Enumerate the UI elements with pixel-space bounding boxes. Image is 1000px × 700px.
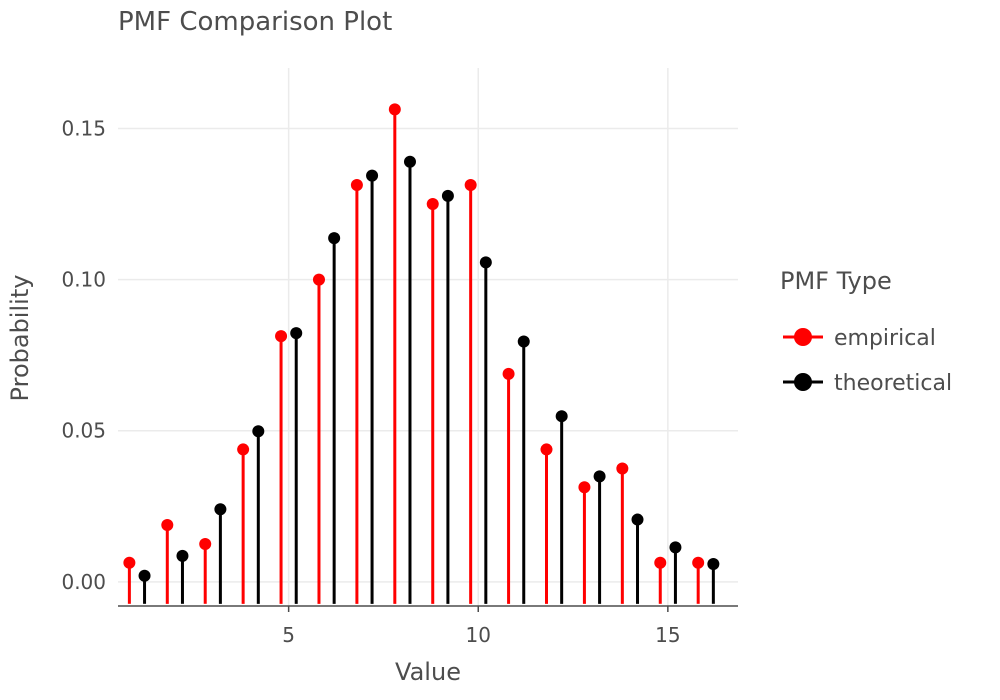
- empirical-point: [275, 330, 288, 343]
- x-axis-title: Value: [395, 658, 461, 686]
- empirical-point: [540, 443, 553, 456]
- legend-key-theoretical-point: [794, 373, 812, 391]
- plot-marks: [123, 103, 720, 604]
- legend-label-theoretical: theoretical: [834, 371, 952, 396]
- x-tick-label: 5: [282, 623, 295, 647]
- theoretical-point: [290, 327, 303, 340]
- theoretical-point: [669, 541, 682, 554]
- theoretical-point: [631, 513, 644, 526]
- theoretical-point: [176, 549, 189, 562]
- theoretical-point: [441, 189, 454, 202]
- legend-label-empirical: empirical: [834, 326, 936, 351]
- y-tick-label: 0.15: [61, 116, 106, 140]
- legend: PMF Type empirical theoretical: [780, 267, 952, 396]
- legend-title: PMF Type: [780, 267, 892, 295]
- theoretical-point: [479, 256, 492, 269]
- empirical-point: [616, 462, 629, 475]
- theoretical-point: [214, 503, 227, 516]
- theoretical-point: [707, 557, 720, 570]
- empirical-point: [123, 556, 136, 569]
- grid: [118, 68, 738, 606]
- chart-title: PMF Comparison Plot: [118, 7, 392, 37]
- empirical-point: [426, 198, 439, 211]
- theoretical-point: [138, 569, 151, 582]
- empirical-point: [692, 556, 705, 569]
- y-tick-label: 0.00: [61, 570, 106, 594]
- x-axis-ticks: 5 10 15: [282, 606, 681, 647]
- theoretical-point: [366, 169, 379, 182]
- theoretical-point: [517, 335, 530, 348]
- x-tick-label: 10: [466, 623, 491, 647]
- empirical-point: [312, 273, 325, 286]
- legend-key-empirical-point: [794, 328, 812, 346]
- empirical-point: [161, 518, 174, 531]
- theoretical-point: [593, 470, 606, 483]
- empirical-point: [578, 481, 591, 494]
- empirical-point: [199, 538, 212, 551]
- empirical-point: [388, 103, 401, 116]
- x-tick-label: 15: [655, 623, 680, 647]
- empirical-point: [464, 178, 477, 191]
- empirical-point: [237, 443, 250, 456]
- empirical-point: [502, 367, 515, 380]
- y-tick-label: 0.10: [61, 268, 106, 292]
- theoretical-point: [328, 232, 341, 245]
- empirical-point: [350, 178, 363, 191]
- y-axis-title: Probability: [6, 275, 34, 402]
- empirical-point: [654, 556, 667, 569]
- theoretical-point: [555, 410, 568, 423]
- theoretical-point: [252, 425, 265, 438]
- y-tick-label: 0.05: [61, 419, 106, 443]
- y-axis-ticks: 0.00 0.05 0.10 0.15: [61, 116, 106, 593]
- theoretical-point: [403, 155, 416, 168]
